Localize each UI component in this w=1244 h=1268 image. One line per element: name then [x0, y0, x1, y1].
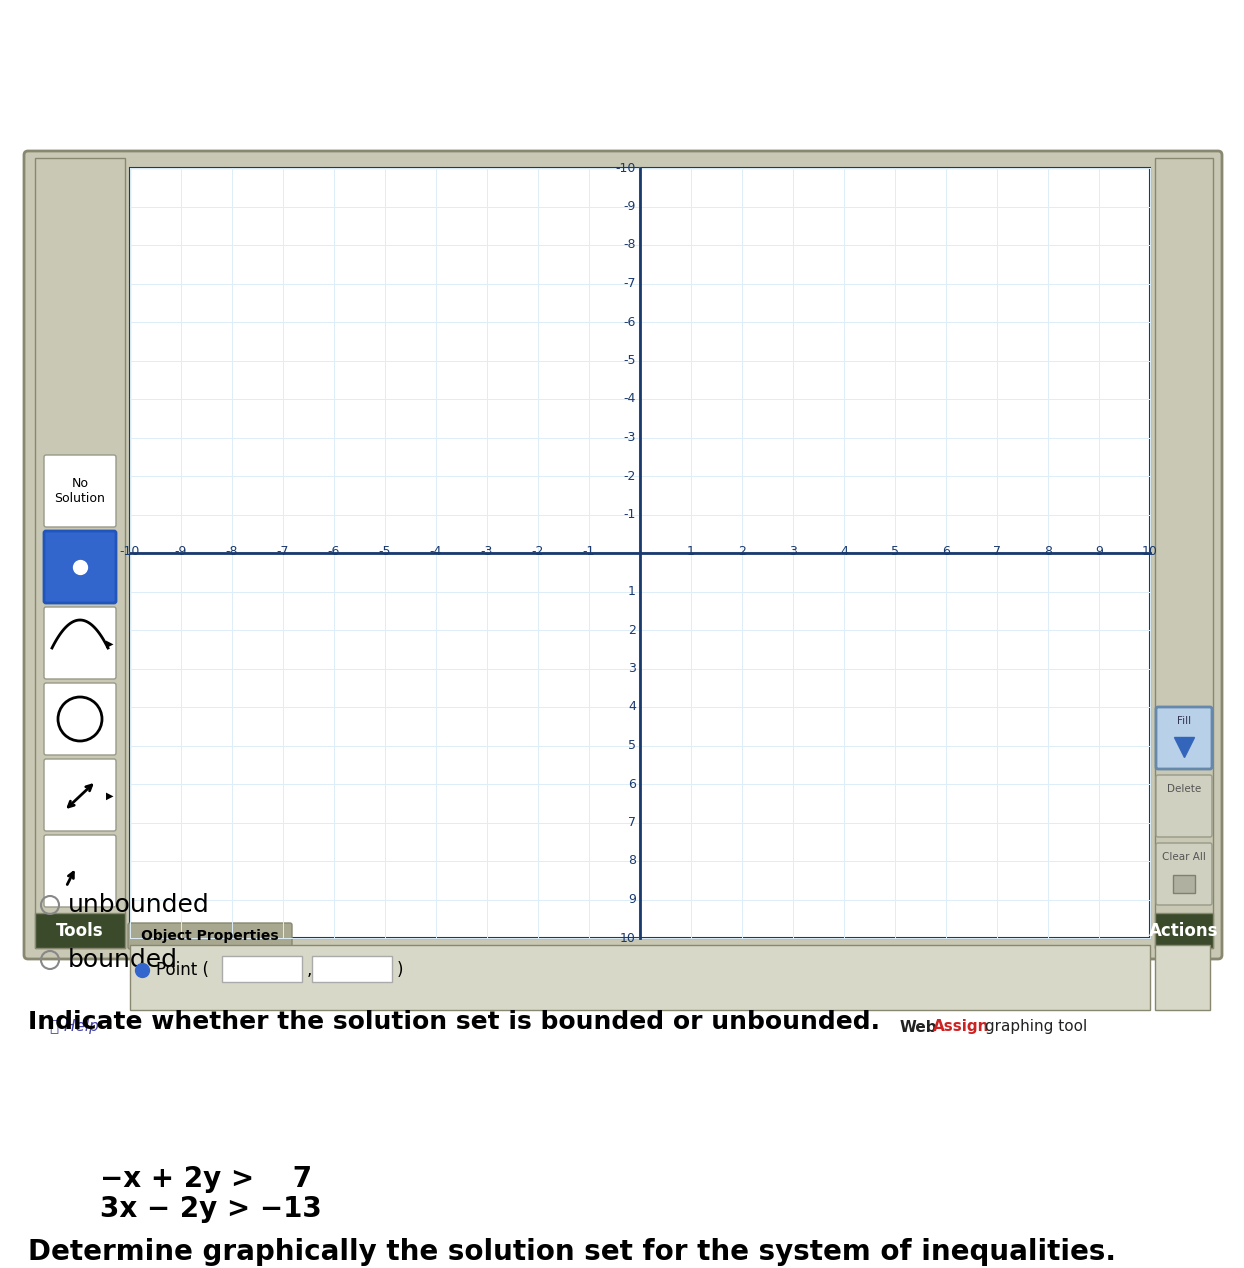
FancyBboxPatch shape — [44, 760, 116, 831]
Text: -3: -3 — [623, 431, 636, 444]
Text: Object Properties: Object Properties — [141, 929, 279, 943]
Text: -9: -9 — [175, 545, 187, 558]
FancyBboxPatch shape — [128, 923, 292, 948]
Bar — [1154, 913, 1213, 948]
Bar — [312, 956, 392, 981]
FancyBboxPatch shape — [1156, 775, 1212, 837]
Text: 10: 10 — [1142, 545, 1158, 558]
FancyBboxPatch shape — [44, 607, 116, 678]
Text: -5: -5 — [623, 354, 636, 366]
Text: unbounded: unbounded — [68, 893, 210, 917]
Text: 8: 8 — [1044, 545, 1052, 558]
Text: -1: -1 — [582, 545, 595, 558]
Text: -4: -4 — [623, 393, 636, 406]
Text: -2: -2 — [532, 545, 544, 558]
Text: No
Solution: No Solution — [55, 477, 106, 505]
Text: graphing tool: graphing tool — [980, 1019, 1087, 1035]
Text: 1: 1 — [687, 545, 695, 558]
Text: -10: -10 — [119, 545, 141, 558]
Text: Clear All: Clear All — [1162, 852, 1205, 862]
FancyBboxPatch shape — [1156, 843, 1212, 905]
Text: -7: -7 — [623, 276, 636, 290]
FancyBboxPatch shape — [44, 531, 116, 604]
Text: Indicate whether the solution set is bounded or unbounded.: Indicate whether the solution set is bou… — [29, 1011, 880, 1033]
Text: Assign: Assign — [933, 1019, 989, 1035]
Bar — [1173, 875, 1195, 893]
FancyBboxPatch shape — [44, 836, 116, 907]
Text: 4: 4 — [628, 700, 636, 714]
Text: 5: 5 — [891, 545, 899, 558]
Text: 9: 9 — [628, 893, 636, 907]
Text: -10: -10 — [616, 161, 636, 175]
Text: ⓘ Help: ⓘ Help — [50, 1019, 98, 1035]
Text: 3: 3 — [789, 545, 797, 558]
FancyBboxPatch shape — [1156, 708, 1212, 768]
Bar — [131, 167, 1149, 938]
Text: 7: 7 — [993, 545, 1001, 558]
Text: -1: -1 — [623, 508, 636, 521]
Text: 6: 6 — [942, 545, 950, 558]
Text: -8: -8 — [225, 545, 239, 558]
Text: 8: 8 — [628, 855, 636, 867]
Text: 2: 2 — [628, 624, 636, 637]
Text: -9: -9 — [623, 200, 636, 213]
Text: -5: -5 — [378, 545, 392, 558]
Text: 3: 3 — [628, 662, 636, 675]
Text: Fill: Fill — [1177, 716, 1191, 727]
Text: 9: 9 — [1095, 545, 1103, 558]
Text: ▶: ▶ — [106, 791, 113, 801]
Bar — [1154, 945, 1210, 1011]
FancyBboxPatch shape — [44, 683, 116, 754]
Text: Actions: Actions — [1149, 922, 1219, 940]
Text: -6: -6 — [328, 545, 340, 558]
Text: Point (: Point ( — [156, 961, 209, 979]
Text: -4: -4 — [430, 545, 442, 558]
Text: 5: 5 — [628, 739, 636, 752]
Text: 1: 1 — [628, 585, 636, 598]
Text: 10: 10 — [620, 932, 636, 945]
Bar — [221, 956, 302, 981]
Bar — [35, 913, 124, 948]
FancyBboxPatch shape — [44, 455, 116, 527]
Text: Tools: Tools — [56, 922, 103, 940]
Text: Determine graphically the solution set for the system of inequalities.: Determine graphically the solution set f… — [29, 1238, 1116, 1265]
Bar — [35, 158, 124, 948]
Text: ▶: ▶ — [106, 639, 113, 649]
Text: −x + 2y >    7: −x + 2y > 7 — [100, 1165, 312, 1193]
Text: -3: -3 — [481, 545, 493, 558]
Text: bounded: bounded — [68, 948, 178, 973]
Text: Delete: Delete — [1167, 784, 1202, 794]
Text: -7: -7 — [276, 545, 290, 558]
Text: Web: Web — [899, 1019, 938, 1035]
Text: ,: , — [307, 961, 312, 979]
Bar — [1154, 158, 1213, 948]
Text: -2: -2 — [623, 469, 636, 483]
Text: 2: 2 — [738, 545, 746, 558]
Text: 4: 4 — [840, 545, 848, 558]
Text: ): ) — [397, 961, 403, 979]
Text: 7: 7 — [628, 817, 636, 829]
Bar — [131, 945, 1149, 1011]
FancyBboxPatch shape — [24, 151, 1222, 959]
Text: 6: 6 — [628, 777, 636, 790]
Text: -8: -8 — [623, 238, 636, 251]
Text: -6: -6 — [623, 316, 636, 328]
Text: 3x − 2y > −13: 3x − 2y > −13 — [100, 1194, 322, 1224]
